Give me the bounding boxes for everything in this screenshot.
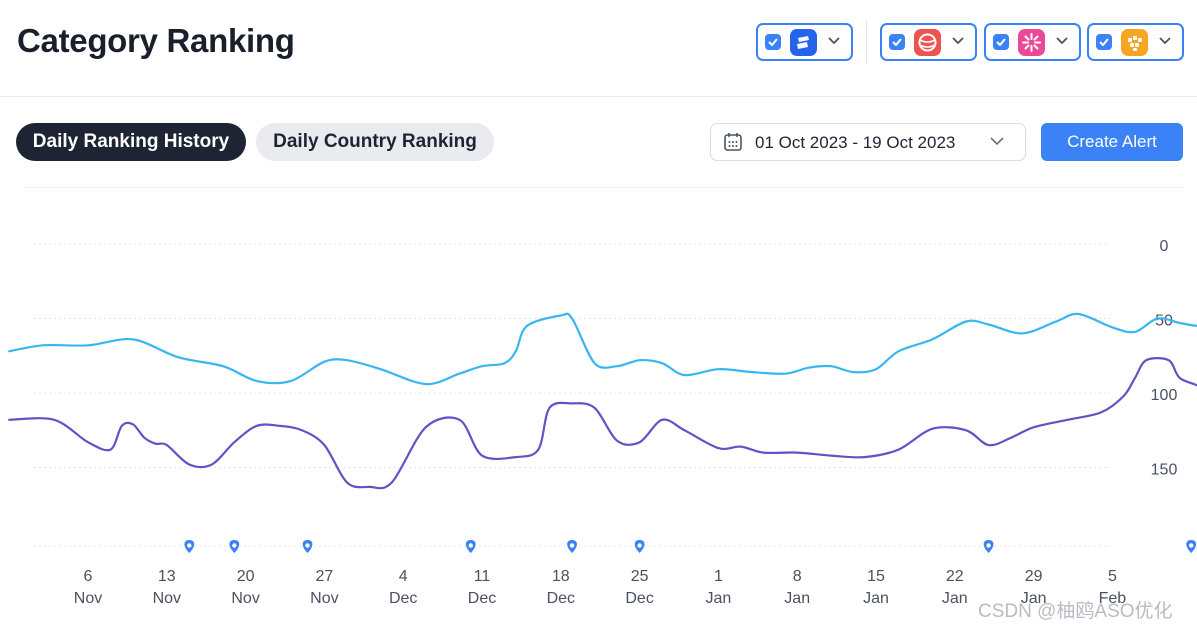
divider [24, 187, 1184, 188]
x-tick-month: Dec [625, 590, 653, 607]
checkbox-checked-icon[interactable] [765, 34, 781, 50]
x-tick-day: 22 [946, 568, 964, 585]
x-tick-day: 27 [316, 568, 334, 585]
x-tick-month: Jan [706, 590, 732, 607]
x-tick-day: 18 [552, 568, 570, 585]
chevron-down-icon[interactable] [1159, 37, 1171, 45]
app-icon-orange-grid [1121, 29, 1148, 56]
create-alert-button[interactable]: Create Alert [1041, 123, 1183, 161]
event-marker-dot [468, 543, 473, 548]
x-tick-day: 15 [867, 568, 885, 585]
event-marker-dot [637, 543, 642, 548]
y-tick-label: 50 [1155, 313, 1173, 330]
chevron-down-icon[interactable] [1056, 37, 1068, 45]
app-chip-4[interactable] [1087, 23, 1184, 61]
x-tick-day: 29 [1025, 568, 1043, 585]
x-tick-day: 25 [631, 568, 649, 585]
app-chip-1[interactable] [756, 23, 853, 61]
date-range-picker[interactable]: 01 Oct 2023 - 19 Oct 2023 [710, 123, 1026, 161]
y-tick-label: 0 [1160, 238, 1169, 255]
event-marker-dot [986, 543, 991, 548]
x-tick-day: 11 [474, 568, 491, 585]
app-chip-3[interactable] [984, 23, 1081, 61]
x-tick-day: 1 [714, 568, 723, 585]
x-tick-day: 5 [1108, 568, 1117, 585]
x-tick-month: Feb [1099, 590, 1127, 607]
chevron-down-icon[interactable] [990, 137, 1004, 146]
x-tick-month: Dec [389, 590, 417, 607]
x-tick-month: Jan [863, 590, 889, 607]
watermark: CSDN @柚鸥ASO优化 [978, 601, 1173, 622]
date-range-text: 01 Oct 2023 - 19 Oct 2023 [755, 133, 956, 152]
page-title: Category Ranking [17, 22, 295, 59]
checkbox-checked-icon[interactable] [1096, 34, 1112, 50]
chevron-down-icon[interactable] [828, 37, 840, 45]
checkbox-checked-icon[interactable] [889, 34, 905, 50]
event-marker-dot [1189, 543, 1194, 548]
x-tick-day: 13 [158, 568, 176, 585]
divider [866, 20, 867, 64]
checkbox-checked-icon[interactable] [993, 34, 1009, 50]
app-chip-2[interactable] [880, 23, 977, 61]
event-marker-dot [187, 543, 192, 548]
x-tick-month: Nov [231, 590, 259, 607]
event-marker-dot [569, 543, 575, 548]
header: Category Ranking [0, 0, 1197, 97]
tab-daily-ranking-history[interactable]: Daily Ranking History [16, 123, 246, 161]
x-tick-day: 6 [84, 568, 93, 585]
app-icon-blue-sheets [790, 29, 817, 56]
calendar-icon [724, 133, 742, 151]
x-tick-day: 4 [399, 568, 408, 585]
y-tick-label: 150 [1151, 462, 1178, 479]
x-tick-day: 8 [793, 568, 802, 585]
x-tick-month: Nov [153, 590, 181, 607]
series-line-1 [8, 312, 1197, 386]
x-tick-month: Nov [74, 590, 102, 607]
x-tick-month: Dec [468, 590, 496, 607]
x-tick-month: Dec [547, 590, 575, 607]
x-tick-month: Jan [1021, 590, 1047, 607]
app-icon-pink-burst [1018, 29, 1045, 56]
series-line-2 [8, 357, 1197, 490]
chevron-down-icon[interactable] [952, 37, 964, 45]
event-marker-dot [305, 543, 310, 548]
y-tick-label: 100 [1151, 387, 1178, 404]
tab-daily-country-ranking[interactable]: Daily Country Ranking [256, 123, 494, 161]
app-icon-red-ball [914, 29, 941, 56]
x-tick-month: Nov [310, 590, 338, 607]
event-marker-dot [232, 543, 237, 548]
x-tick-month: Jan [784, 590, 810, 607]
x-tick-day: 20 [237, 568, 255, 585]
x-tick-month: Jan [942, 590, 968, 607]
